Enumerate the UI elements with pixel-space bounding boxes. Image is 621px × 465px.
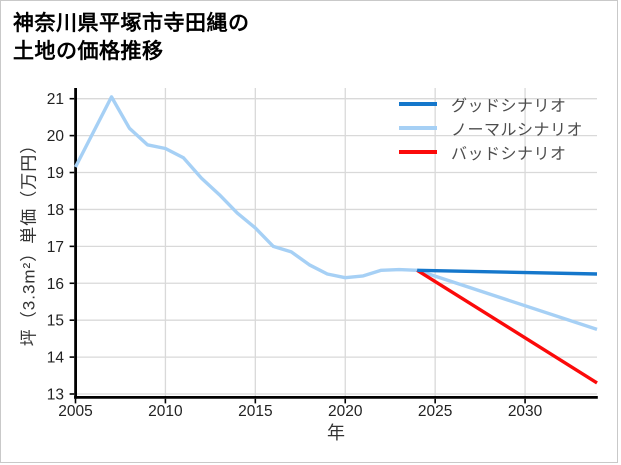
y-tick-label: 21 <box>47 91 64 108</box>
series-line-good-scenario <box>417 268 598 276</box>
chart-title-line1: 神奈川県平塚市寺田縄の <box>13 12 250 35</box>
chart-title-line2: 土地の価格推移 <box>13 40 164 63</box>
legend-item-normal-scenario: ノーマルシナリオ <box>399 116 583 140</box>
legend-label-bad-scenario: バッドシナリオ <box>451 146 567 163</box>
y-tick-label: 20 <box>47 128 65 145</box>
x-tick-label: 2005 <box>58 403 92 420</box>
y-axis-title: 坪（3.3m²）単価（万円） <box>19 135 39 347</box>
x-tick-label: 2010 <box>148 403 183 420</box>
series-line-bad-scenario <box>416 268 598 385</box>
y-tick-label: 16 <box>47 276 64 293</box>
y-tick-label: 15 <box>47 313 64 330</box>
legend: グッドシナリオ ノーマルシナリオ バッドシナリオ <box>399 92 583 164</box>
y-tick-label: 18 <box>47 202 64 219</box>
series-line-normal-scenario <box>73 95 598 332</box>
y-tick-label: 14 <box>47 350 65 367</box>
x-tick-label: 2015 <box>238 403 272 420</box>
y-tick-label: 19 <box>47 165 64 182</box>
x-tick-label: 2025 <box>418 403 452 420</box>
legend-item-good-scenario: グッドシナリオ <box>399 92 583 116</box>
legend-swatch-normal-scenario <box>399 126 437 130</box>
chart-title: 神奈川県平塚市寺田縄の 土地の価格推移 <box>13 10 250 66</box>
y-tick-label: 13 <box>47 387 64 404</box>
legend-item-bad-scenario: バッドシナリオ <box>399 140 583 164</box>
legend-label-normal-scenario: ノーマルシナリオ <box>451 122 584 139</box>
x-tick-label: 2030 <box>508 403 543 420</box>
x-tick-label: 2020 <box>328 403 363 420</box>
legend-label-good-scenario: グッドシナリオ <box>451 98 567 115</box>
legend-swatch-bad-scenario <box>399 150 437 154</box>
y-tick-label: 17 <box>47 239 64 256</box>
legend-swatch-good-scenario <box>399 102 437 106</box>
x-axis-title: 年 <box>327 423 345 443</box>
